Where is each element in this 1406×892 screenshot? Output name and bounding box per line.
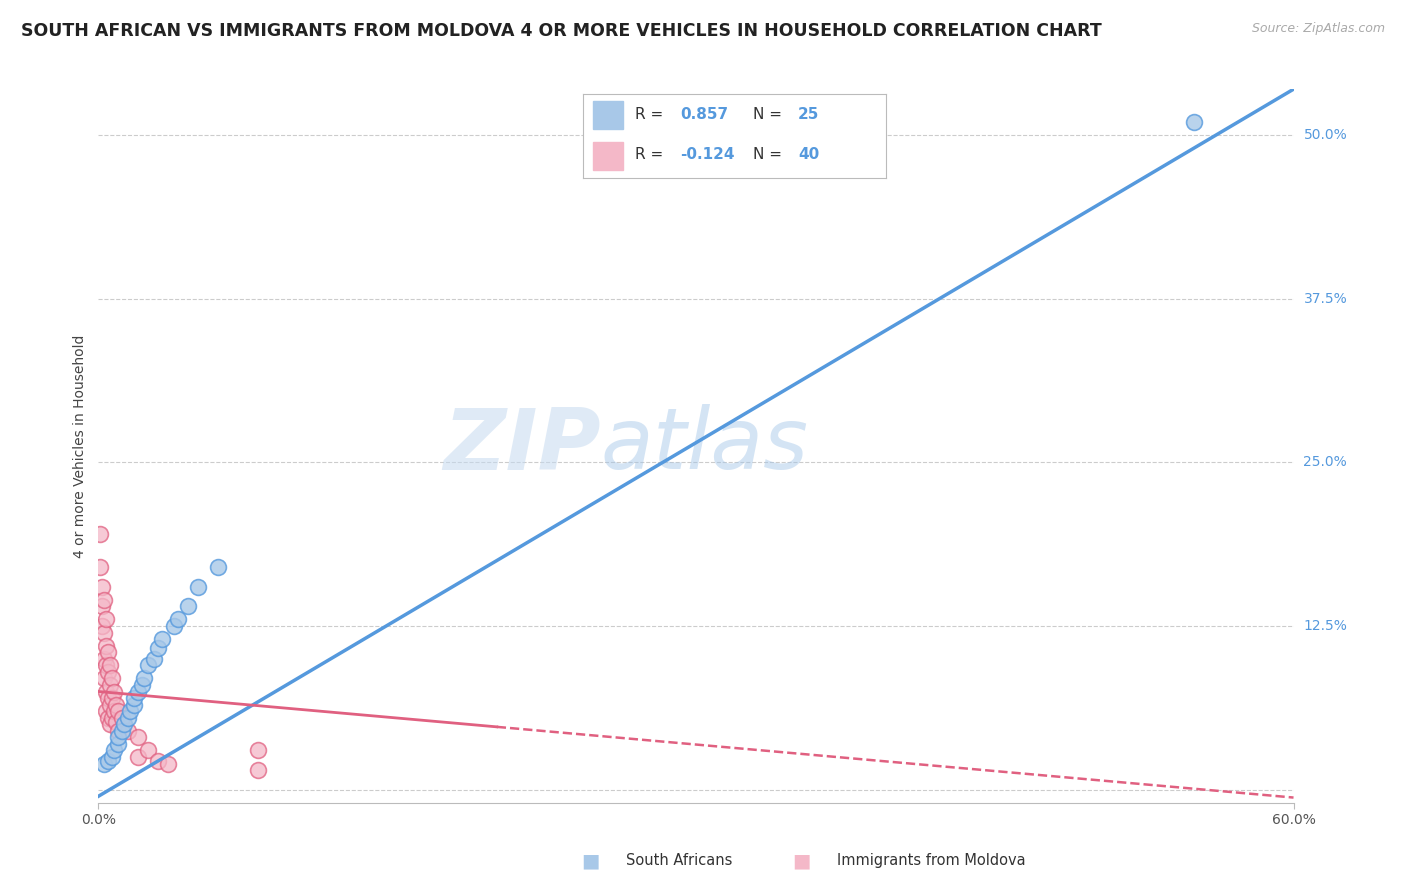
- Text: South Africans: South Africans: [626, 854, 733, 868]
- Text: R =: R =: [636, 147, 668, 162]
- Point: [96, 684, 118, 698]
- Point: [93, 756, 115, 771]
- Point: [96, 639, 118, 653]
- Text: ■: ■: [792, 851, 811, 871]
- Point: [98, 658, 122, 673]
- Text: 12.5%: 12.5%: [1303, 619, 1347, 633]
- Text: 25: 25: [799, 107, 820, 122]
- Text: N =: N =: [752, 147, 786, 162]
- Point: [143, 652, 166, 666]
- Point: [97, 691, 120, 706]
- Point: [96, 612, 118, 626]
- Point: [246, 743, 269, 757]
- Point: [167, 612, 190, 626]
- Point: [107, 731, 129, 745]
- Point: [107, 704, 129, 718]
- Point: [111, 711, 134, 725]
- Point: [98, 698, 122, 712]
- Point: [117, 723, 139, 738]
- Text: 0.857: 0.857: [681, 107, 728, 122]
- Point: [177, 599, 200, 614]
- Point: [127, 731, 149, 745]
- Point: [93, 672, 115, 686]
- Point: [120, 704, 142, 718]
- Point: [127, 684, 149, 698]
- Point: [136, 658, 159, 673]
- Point: [93, 592, 115, 607]
- Point: [134, 672, 156, 686]
- Point: [97, 665, 120, 679]
- Text: SOUTH AFRICAN VS IMMIGRANTS FROM MOLDOVA 4 OR MORE VEHICLES IN HOUSEHOLD CORRELA: SOUTH AFRICAN VS IMMIGRANTS FROM MOLDOVA…: [21, 22, 1102, 40]
- Bar: [592, 142, 623, 169]
- Point: [117, 711, 139, 725]
- Point: [207, 560, 229, 574]
- Point: [157, 756, 180, 771]
- Point: [98, 678, 122, 692]
- Point: [127, 750, 149, 764]
- Point: [96, 704, 118, 718]
- Point: [97, 711, 120, 725]
- Point: [93, 652, 115, 666]
- Point: [150, 632, 173, 647]
- Point: [91, 619, 114, 633]
- Point: [101, 711, 124, 725]
- Bar: [592, 102, 623, 129]
- Point: [148, 641, 170, 656]
- Point: [1182, 115, 1205, 129]
- Point: [91, 580, 114, 594]
- Point: [103, 704, 125, 718]
- Point: [93, 625, 115, 640]
- Point: [187, 580, 209, 594]
- Text: 25.0%: 25.0%: [1303, 456, 1347, 469]
- Point: [107, 723, 129, 738]
- Point: [101, 672, 124, 686]
- Point: [101, 750, 124, 764]
- Text: N =: N =: [752, 107, 786, 122]
- Point: [89, 527, 111, 541]
- Point: [97, 645, 120, 659]
- Point: [136, 743, 159, 757]
- Text: R =: R =: [636, 107, 668, 122]
- Y-axis label: 4 or more Vehicles in Household: 4 or more Vehicles in Household: [73, 334, 87, 558]
- Point: [112, 717, 135, 731]
- Point: [105, 698, 128, 712]
- Point: [107, 737, 129, 751]
- Point: [163, 619, 186, 633]
- Text: Immigrants from Moldova: Immigrants from Moldova: [837, 854, 1025, 868]
- Point: [103, 684, 125, 698]
- Point: [98, 717, 122, 731]
- Point: [96, 658, 118, 673]
- Point: [89, 560, 111, 574]
- Point: [97, 754, 120, 768]
- Point: [124, 691, 146, 706]
- Text: Source: ZipAtlas.com: Source: ZipAtlas.com: [1251, 22, 1385, 36]
- Point: [105, 714, 128, 729]
- Point: [91, 599, 114, 614]
- Point: [246, 763, 269, 777]
- Text: atlas: atlas: [600, 404, 808, 488]
- Point: [103, 743, 125, 757]
- Text: 40: 40: [799, 147, 820, 162]
- Text: 37.5%: 37.5%: [1303, 292, 1347, 306]
- Point: [131, 678, 153, 692]
- Text: ZIP: ZIP: [443, 404, 600, 488]
- Point: [101, 691, 124, 706]
- Text: 50.0%: 50.0%: [1303, 128, 1347, 142]
- Point: [124, 698, 146, 712]
- Point: [148, 754, 170, 768]
- Text: ■: ■: [581, 851, 600, 871]
- Point: [111, 723, 134, 738]
- Text: -0.124: -0.124: [681, 147, 735, 162]
